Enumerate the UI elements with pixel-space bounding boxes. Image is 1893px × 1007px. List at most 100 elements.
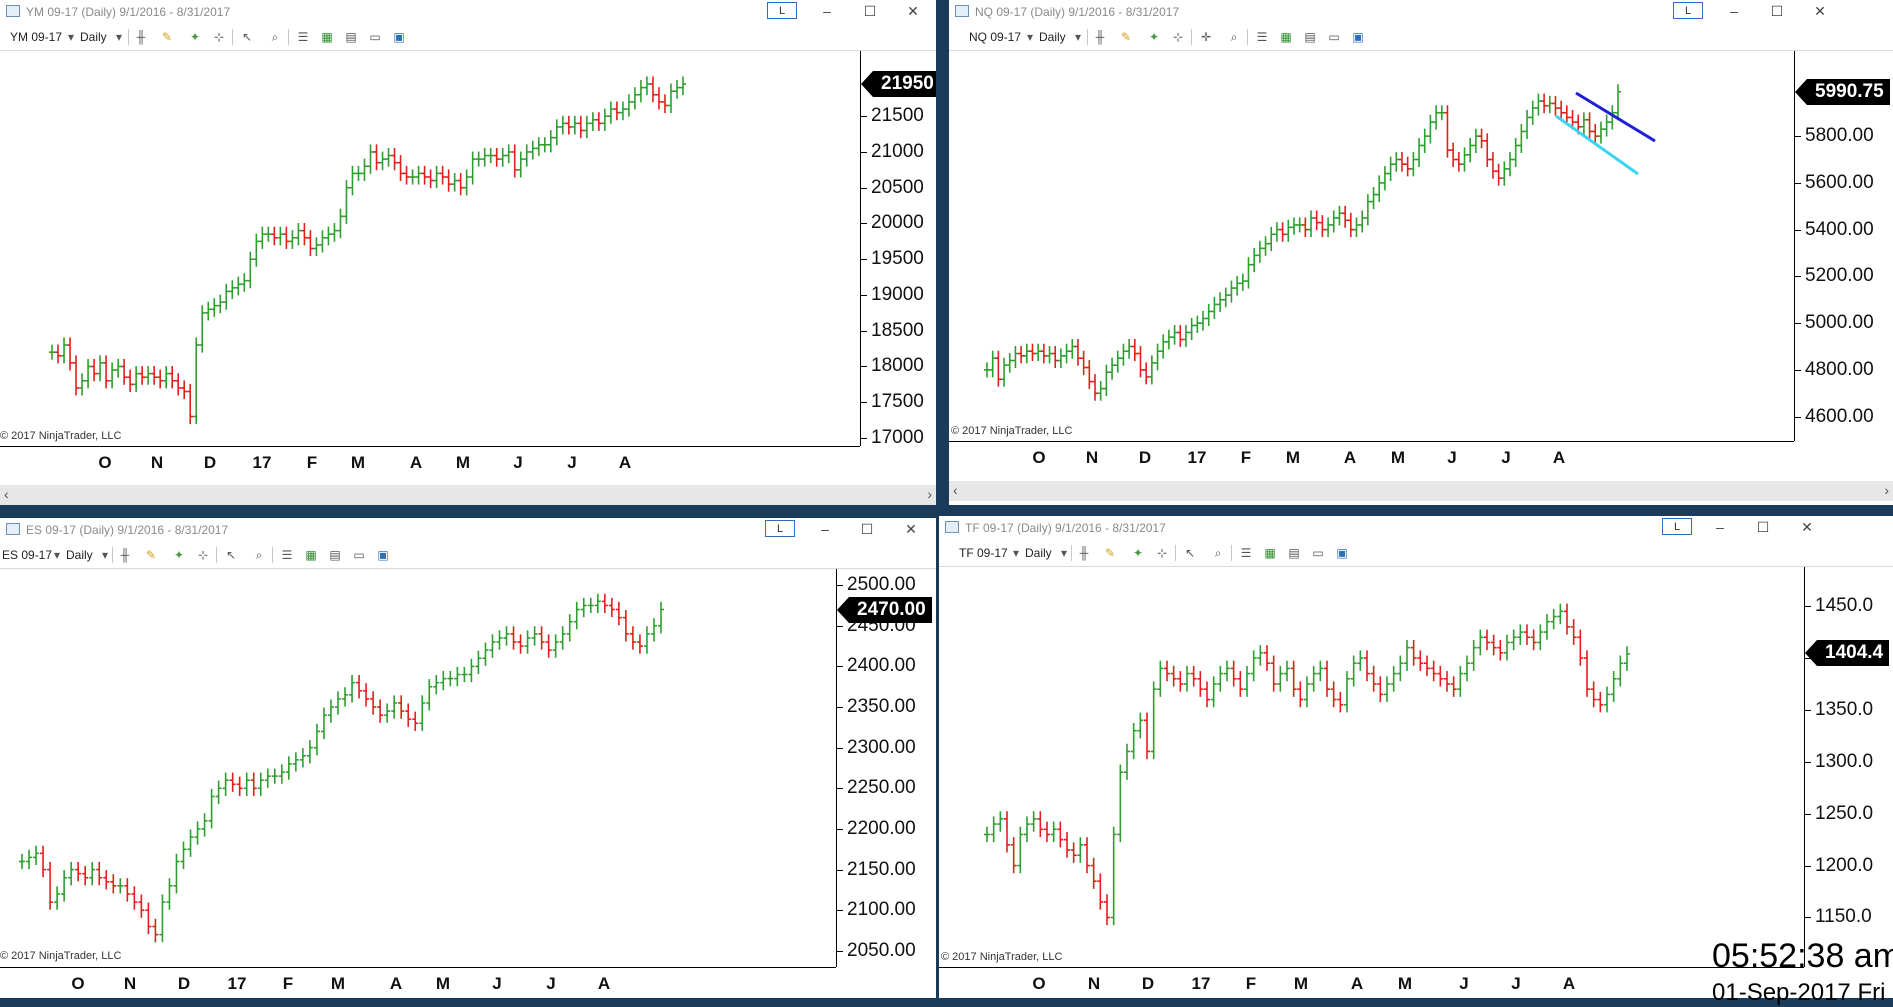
properties-icon[interactable]: ☰: [1240, 546, 1252, 560]
price-axis[interactable]: 1450.01400.01350.01300.01250.01200.01150…: [1804, 567, 1893, 967]
bars-icon[interactable]: ╫: [136, 30, 146, 44]
magic-wand-icon[interactable]: ✦: [189, 30, 201, 44]
instrument-selector[interactable]: ES 09-17: [2, 548, 53, 562]
minimize-icon[interactable]: –: [823, 3, 831, 19]
price-plot[interactable]: [0, 51, 860, 446]
data-box-icon[interactable]: ▦: [321, 30, 333, 44]
crosshair-icon[interactable]: ⊹: [197, 548, 209, 562]
chevron-left-icon[interactable]: ‹: [4, 486, 9, 502]
link-button[interactable]: L: [1673, 2, 1703, 19]
chevron-right-icon[interactable]: ›: [927, 486, 932, 502]
crosshair-icon[interactable]: ⊹: [1156, 546, 1168, 560]
minimize-icon[interactable]: –: [1730, 3, 1738, 19]
close-icon[interactable]: ✕: [1814, 3, 1826, 19]
chevron-down-icon[interactable]: ▾: [67, 30, 75, 44]
window-icon[interactable]: ▣: [377, 548, 389, 562]
pointer-icon[interactable]: ✛: [1200, 30, 1212, 44]
window-icon[interactable]: ▣: [393, 30, 405, 44]
pencil-icon[interactable]: ✎: [1104, 546, 1116, 560]
chevron-right-icon[interactable]: ›: [1884, 482, 1889, 498]
chart-window-ym[interactable]: YM 09-17 (Daily) 9/1/2016 - 8/31/2017 L …: [0, 0, 936, 505]
maximize-icon[interactable]: ☐: [863, 3, 877, 19]
link-button[interactable]: L: [767, 2, 797, 19]
zoom-icon[interactable]: ⌕: [1214, 546, 1222, 560]
zoom-icon[interactable]: ⌕: [1230, 30, 1238, 44]
link-button[interactable]: L: [1662, 518, 1692, 535]
bars-icon[interactable]: ╫: [120, 548, 130, 562]
price-axis[interactable]: 2500.00 2450.00 2400.00 2350.00 2300.00 2250.…: [836, 569, 936, 967]
pencil-icon[interactable]: ✎: [1120, 30, 1132, 44]
zoom-icon[interactable]: ⌕: [255, 548, 263, 562]
pencil-icon[interactable]: ✎: [145, 548, 157, 562]
template-icon[interactable]: ▤: [329, 548, 341, 562]
minimize-icon[interactable]: –: [821, 521, 829, 537]
instrument-selector[interactable]: TF 09-17: [959, 546, 1008, 560]
template-icon[interactable]: ▤: [1288, 546, 1300, 560]
link-button[interactable]: L: [765, 520, 795, 537]
data-box-icon[interactable]: ▦: [305, 548, 317, 562]
chevron-down-icon[interactable]: ▾: [1074, 30, 1082, 44]
pencil-icon[interactable]: ✎: [161, 30, 173, 44]
pointer-icon[interactable]: ↖: [225, 548, 237, 562]
period-selector[interactable]: Daily: [1039, 30, 1066, 44]
time-axis[interactable]: O N D 17 F M A M J J A: [0, 446, 860, 485]
title-bar[interactable]: YM 09-17 (Daily) 9/1/2016 - 8/31/2017 L …: [0, 0, 936, 24]
bars-icon[interactable]: ╫: [1095, 30, 1105, 44]
pointer-icon[interactable]: ↖: [1184, 546, 1196, 560]
chevron-down-icon[interactable]: ▾: [1026, 30, 1034, 44]
pointer-icon[interactable]: ↖: [241, 30, 253, 44]
instrument-selector[interactable]: NQ 09-17: [969, 30, 1022, 44]
data-box-icon[interactable]: ▦: [1264, 546, 1276, 560]
time-axis[interactable]: O N D 17 F M A M J J A: [949, 441, 1794, 482]
title-bar[interactable]: TF 09-17 (Daily) 9/1/2016 - 8/31/2017 L …: [939, 516, 1893, 540]
period-selector[interactable]: Daily: [66, 548, 93, 562]
horizontal-scrollbar[interactable]: ‹ ›: [949, 481, 1893, 501]
title-bar[interactable]: NQ 09-17 (Daily) 9/1/2016 - 8/31/2017 L …: [949, 0, 1893, 24]
window-icon[interactable]: ▣: [1336, 546, 1348, 560]
window-icon[interactable]: ▣: [1352, 30, 1364, 44]
list-icon[interactable]: ▭: [369, 30, 381, 44]
title-bar[interactable]: ES 09-17 (Daily) 9/1/2016 - 8/31/2017 L …: [0, 518, 936, 542]
template-icon[interactable]: ▤: [1304, 30, 1316, 44]
chevron-down-icon[interactable]: ▾: [115, 30, 123, 44]
price-plot[interactable]: [0, 569, 836, 967]
maximize-icon[interactable]: ☐: [860, 521, 874, 537]
chart-window-tf[interactable]: TF 09-17 (Daily) 9/1/2016 - 8/31/2017 L …: [939, 516, 1893, 998]
time-axis[interactable]: O N D 17 F M A M J J A: [939, 967, 1804, 998]
chevron-down-icon[interactable]: ▾: [101, 548, 109, 562]
list-icon[interactable]: ▭: [1312, 546, 1324, 560]
bars-icon[interactable]: ╫: [1079, 546, 1089, 560]
price-plot[interactable]: [939, 567, 1804, 967]
chart-window-nq[interactable]: NQ 09-17 (Daily) 9/1/2016 - 8/31/2017 L …: [949, 0, 1893, 505]
data-box-icon[interactable]: ▦: [1280, 30, 1292, 44]
zoom-icon[interactable]: ⌕: [271, 30, 279, 44]
template-icon[interactable]: ▤: [345, 30, 357, 44]
instrument-selector[interactable]: YM 09-17: [10, 30, 63, 44]
magic-wand-icon[interactable]: ✦: [173, 548, 185, 562]
price-axis[interactable]: 21500 21000 20500 20000 19500 19000 18500 18000…: [860, 51, 936, 448]
crosshair-icon[interactable]: ⊹: [1172, 30, 1184, 44]
close-icon[interactable]: ✕: [907, 3, 919, 19]
period-selector[interactable]: Daily: [80, 30, 107, 44]
trend-line-lower[interactable]: [1555, 114, 1639, 176]
price-plot[interactable]: [949, 51, 1794, 441]
magic-wand-icon[interactable]: ✦: [1148, 30, 1160, 44]
magic-wand-icon[interactable]: ✦: [1132, 546, 1144, 560]
chart-window-es[interactable]: ES 09-17 (Daily) 9/1/2016 - 8/31/2017 L …: [0, 518, 936, 998]
maximize-icon[interactable]: ☐: [1770, 3, 1784, 19]
properties-icon[interactable]: ☰: [281, 548, 293, 562]
chevron-down-icon[interactable]: ▾: [1012, 546, 1020, 560]
time-axis[interactable]: O N D 17 F M A M J J A: [0, 967, 836, 998]
minimize-icon[interactable]: –: [1716, 519, 1724, 535]
horizontal-scrollbar[interactable]: ‹ ›: [0, 485, 936, 505]
list-icon[interactable]: ▭: [353, 548, 365, 562]
close-icon[interactable]: ✕: [1801, 519, 1813, 535]
chevron-left-icon[interactable]: ‹: [953, 482, 958, 498]
properties-icon[interactable]: ☰: [297, 30, 309, 44]
crosshair-icon[interactable]: ⊹: [213, 30, 225, 44]
chevron-down-icon[interactable]: ▾: [53, 548, 61, 562]
price-axis[interactable]: 5800.00 5600.00 5400.00 5200.00 5000.00 4800.…: [1794, 51, 1893, 441]
chevron-down-icon[interactable]: ▾: [1060, 546, 1068, 560]
maximize-icon[interactable]: ☐: [1756, 519, 1770, 535]
period-selector[interactable]: Daily: [1025, 546, 1052, 560]
